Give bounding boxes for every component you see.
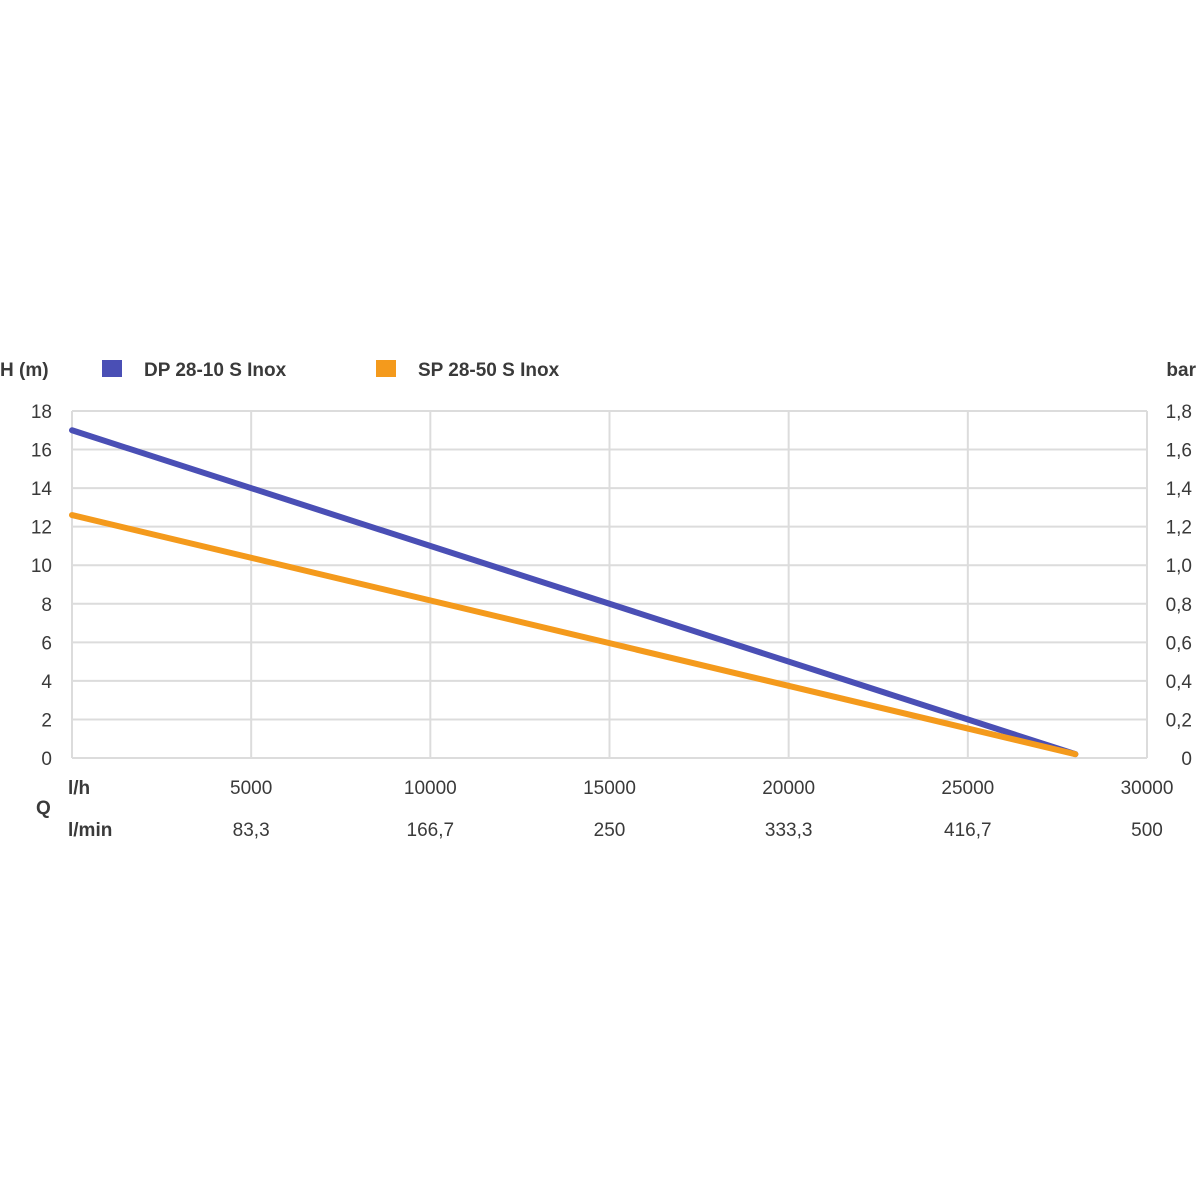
x-tick-label-lmin: 333,3 — [765, 820, 813, 841]
series-lines — [69, 427, 1079, 758]
legend-label-sp: SP 28-50 S Inox — [418, 360, 560, 381]
bar-tick-label: 0,4 — [1166, 672, 1193, 693]
row-label-lh: l/h — [68, 778, 90, 799]
legend-label-dp: DP 28-10 S Inox — [144, 360, 287, 381]
bar-tick-label: 1,4 — [1166, 479, 1193, 500]
y-tick-label: 0 — [41, 749, 52, 770]
y-tick-label: 14 — [31, 479, 53, 500]
x-tick-label-lmin: 416,7 — [944, 820, 992, 841]
x-tick-label-lh: 10000 — [404, 778, 457, 799]
y-tick-label: 16 — [31, 441, 52, 462]
x-tick-label-lh: 20000 — [762, 778, 815, 799]
x-tick-label-lmin: 166,7 — [407, 820, 455, 841]
bar-tick-label: 1,6 — [1166, 441, 1192, 462]
y-tick-label: 18 — [31, 402, 52, 423]
q-label: Q — [36, 798, 51, 819]
bar-tick-label: 1,0 — [1166, 556, 1192, 577]
legend-swatch-sp — [376, 360, 396, 377]
x-tick-label-lh: 30000 — [1121, 778, 1174, 799]
x-tick-label-lh: 25000 — [941, 778, 994, 799]
legend-swatch-dp — [102, 360, 122, 377]
x-tick-label-lmin: 500 — [1131, 820, 1163, 841]
bar-tick-label: 1,2 — [1166, 518, 1192, 539]
bar-tick-label: 0,6 — [1166, 633, 1192, 654]
series-line-1 — [69, 512, 1079, 758]
left-axis-label: H (m) — [0, 360, 49, 381]
y-tick-label: 4 — [41, 672, 52, 693]
y-tick-label: 12 — [31, 518, 52, 539]
bar-tick-label: 0,8 — [1166, 595, 1192, 616]
bar-tick-label: 0 — [1181, 749, 1192, 770]
bar-tick-label: 1,8 — [1166, 402, 1192, 423]
right-axis-label: bar — [1166, 360, 1196, 381]
x-tick-label-lh: 15000 — [583, 778, 636, 799]
y-tick-label: 10 — [31, 556, 52, 577]
bar-tick-label: 0,2 — [1166, 710, 1192, 731]
y-tick-label: 6 — [41, 633, 52, 654]
series-line-0 — [69, 427, 1079, 758]
x-tick-label-lh: 5000 — [230, 778, 272, 799]
x-tick-label-lmin: 83,3 — [233, 820, 270, 841]
x-tick-label-lmin: 250 — [594, 820, 626, 841]
y-tick-label: 2 — [41, 710, 52, 731]
row-label-lmin: l/min — [68, 820, 112, 841]
grid — [71, 410, 1148, 759]
y-tick-label: 8 — [41, 595, 52, 616]
tick-labels: 0 0 2 0,2 4 0,4 6 0,6 8 0,8 10 1,0 12 1,2 14 1,4 16 1,6 18… — [31, 402, 1193, 841]
